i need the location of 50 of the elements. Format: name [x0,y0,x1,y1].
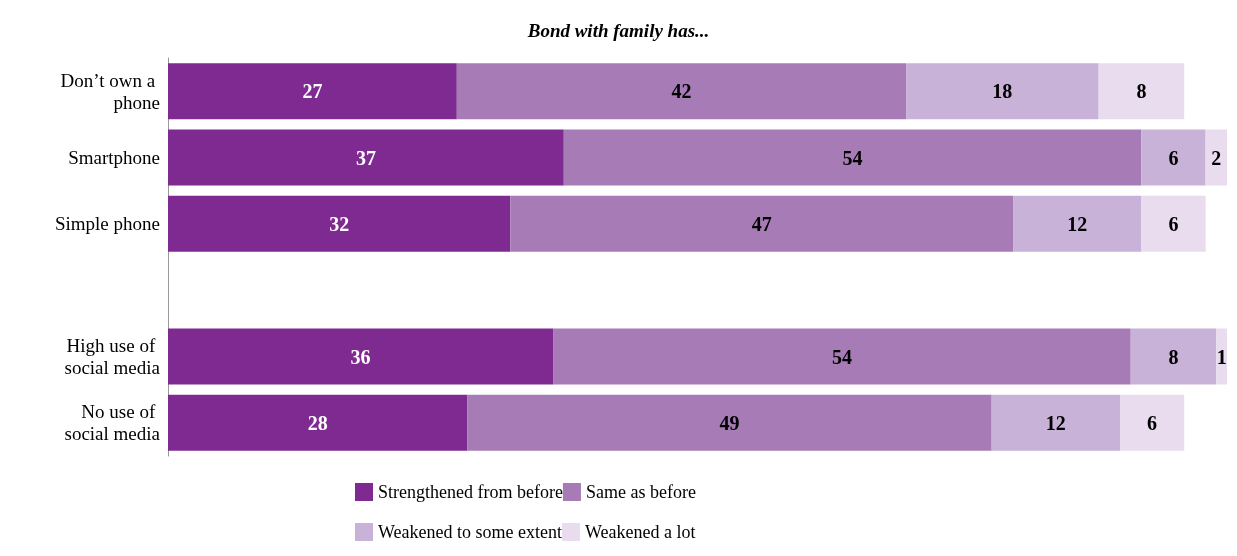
bar [168,129,564,186]
bar [456,63,907,120]
bar [168,195,511,252]
data-label: 2 [1211,146,1222,169]
data-label: 18 [992,80,1013,103]
bar [1205,129,1227,186]
data-label: 6 [1168,146,1179,169]
data-label: 6 [1147,411,1158,434]
bar [1130,328,1217,385]
bar [1141,195,1206,252]
y-tick-label: Smartphone [68,147,160,168]
data-label: 8 [1168,345,1179,368]
bar [563,129,1142,186]
y-tick-label: Don’t own a phone [60,69,160,113]
bar [168,328,554,385]
bar [168,394,468,451]
data-label: 54 [831,345,852,368]
data-label: 8 [1136,80,1147,103]
bar [1216,328,1227,385]
data-label: 32 [329,212,350,235]
y-tick-label: No use of social media [64,401,161,445]
data-label: 12 [1067,212,1088,235]
legend-label: Weakened to some extent [378,522,562,542]
bar [1141,129,1206,186]
data-label: 6 [1168,212,1179,235]
data-label: 49 [719,411,740,434]
bar [510,195,1014,252]
y-tick-label: Simple phone [54,213,160,235]
bar [991,394,1121,451]
data-label: 28 [307,411,328,434]
chart-title: Bond with family has... [526,20,710,41]
data-label: 42 [671,80,692,103]
data-label: 36 [350,345,371,368]
data-label: 12 [1045,411,1066,434]
data-label: 27 [302,80,323,103]
legend-label: Weakened a lot [584,522,696,542]
data-label: 37 [355,146,376,169]
bar [1120,394,1185,451]
data-label: 47 [751,212,772,235]
data-label: 1 [1216,345,1227,368]
data-label: 54 [842,146,863,169]
legend-label: Same as before [585,482,696,502]
bar [467,394,992,451]
bar [553,328,1131,385]
legend-label: Strengthened from before [378,482,563,502]
bar [1013,195,1142,252]
bar [1098,63,1185,120]
bar [906,63,1099,120]
bar [168,63,457,120]
y-tick-label: High use of social media [64,335,161,378]
